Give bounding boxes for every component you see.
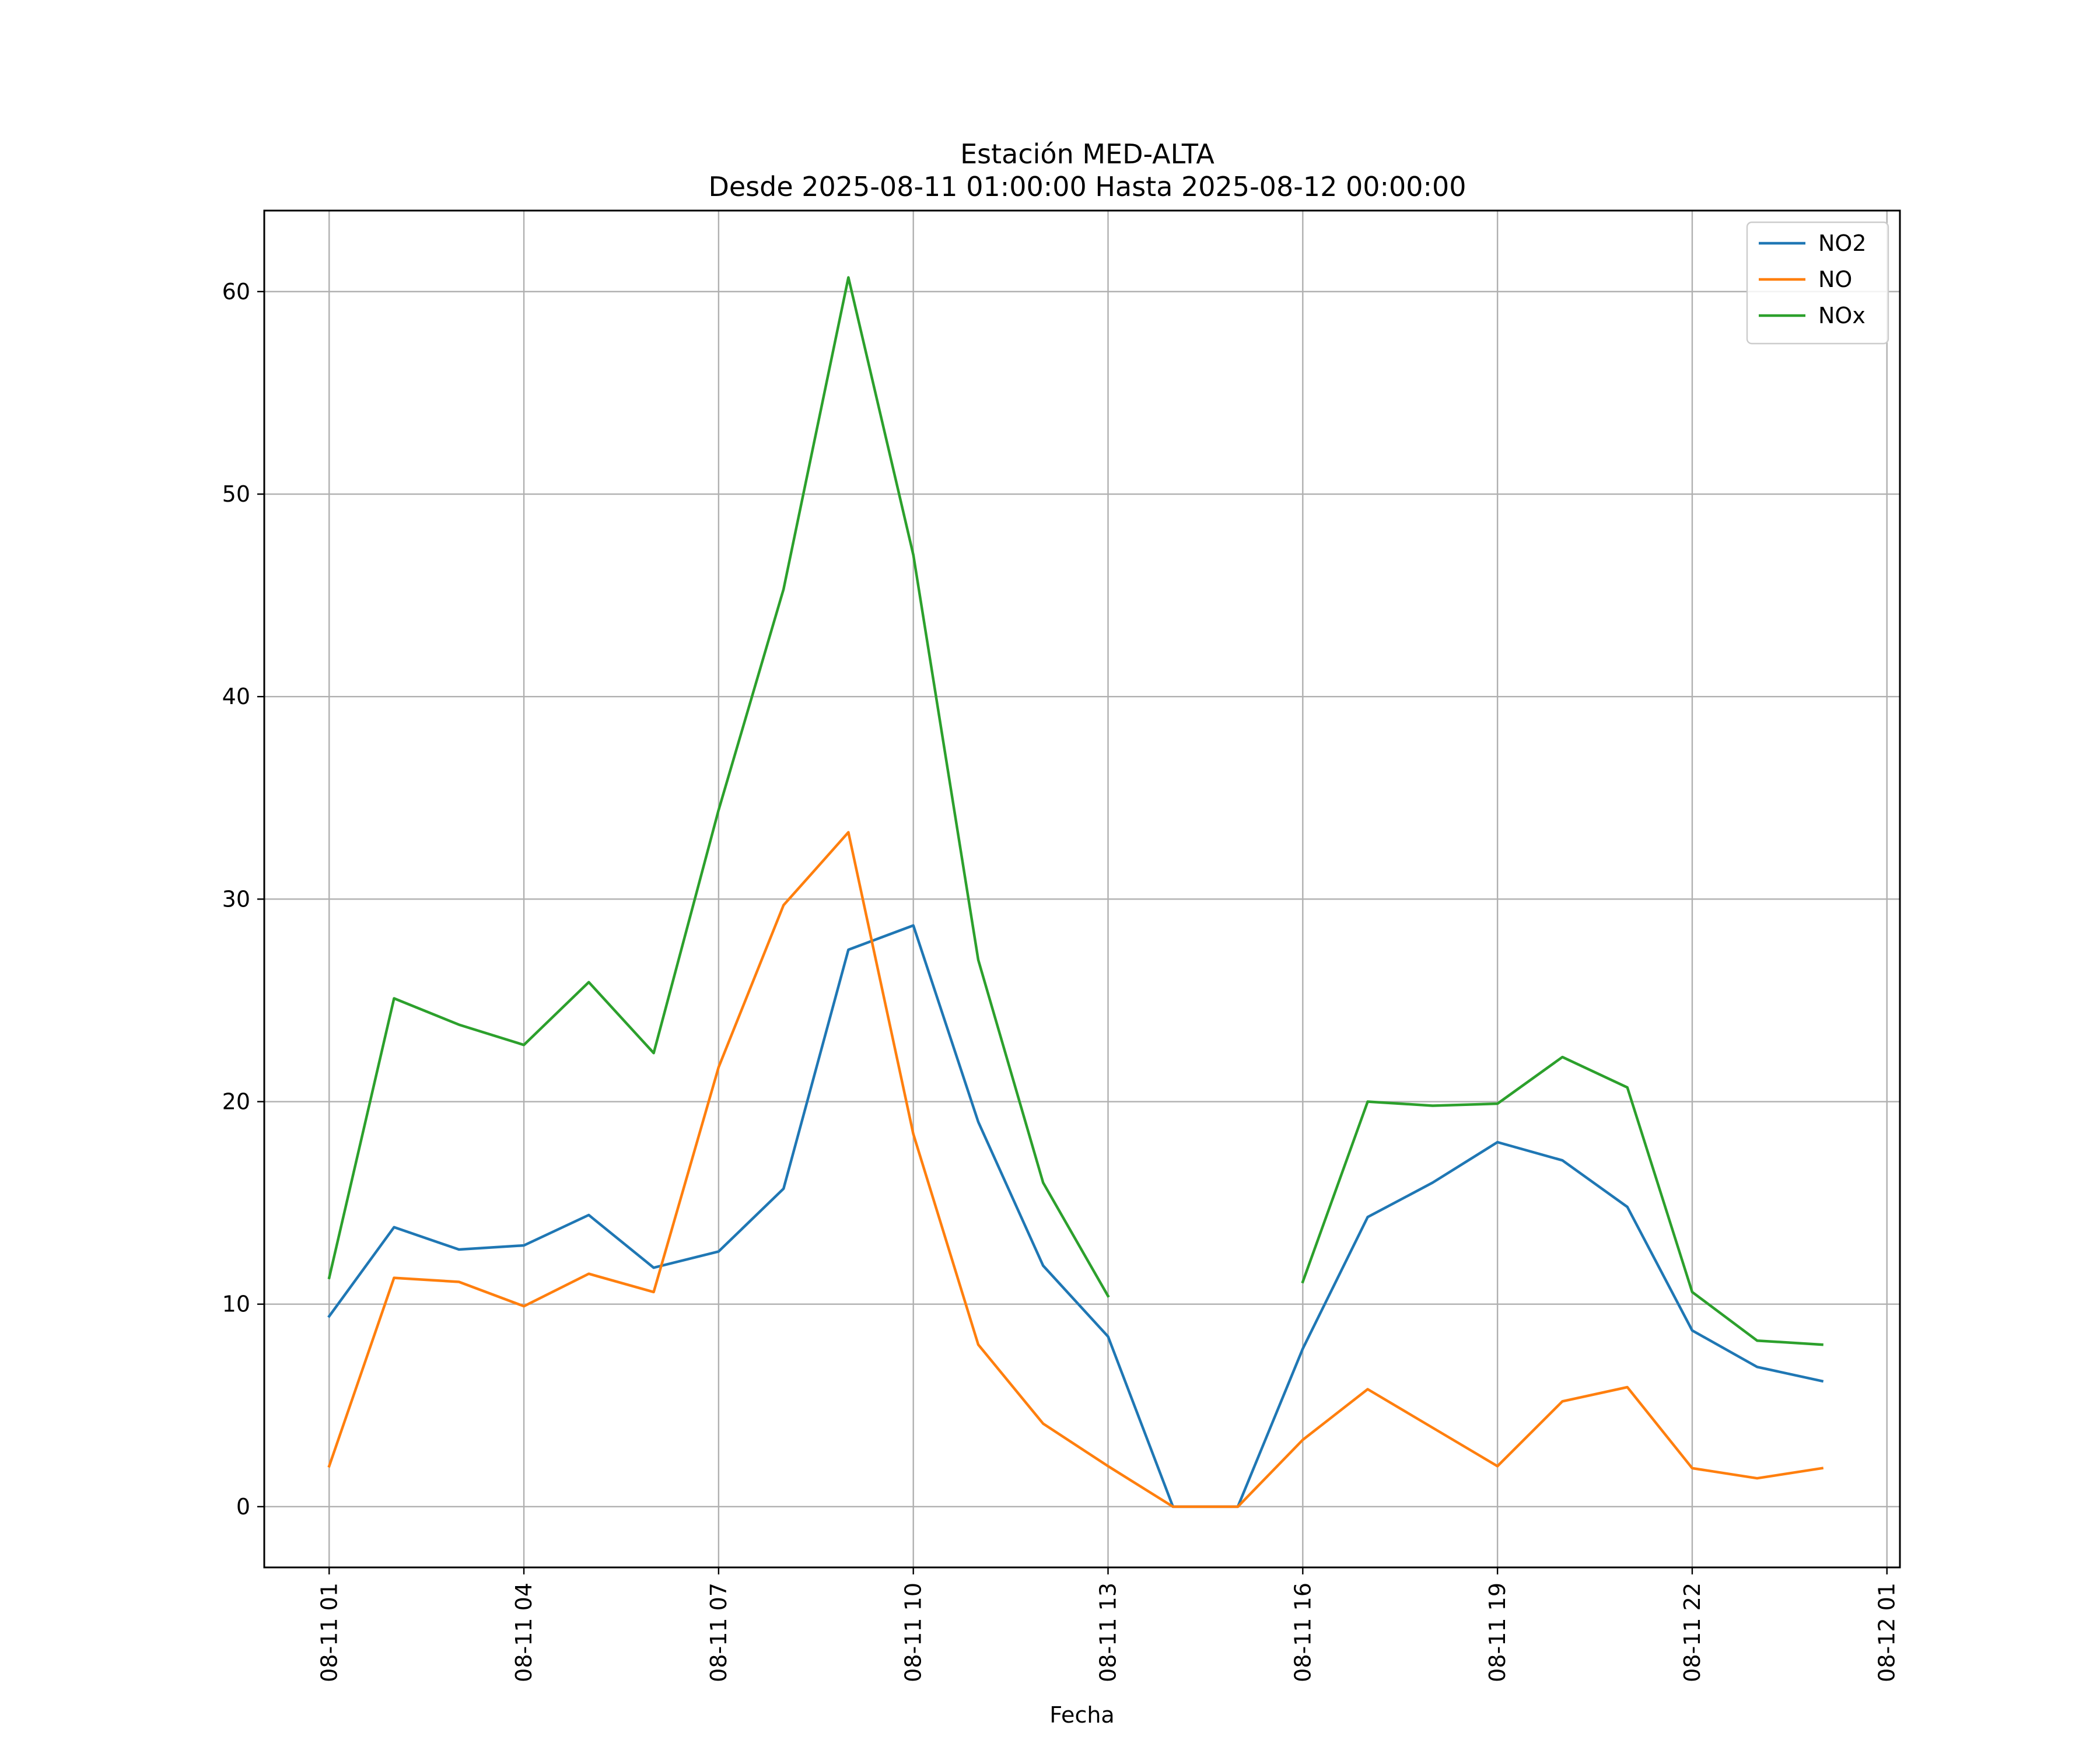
legend-box [1746,221,1889,345]
x-tick-label: 08-11 01 [316,1583,342,1682]
y-tick-label: 0 [236,1494,250,1520]
chart-title: Estación MED-ALTA [960,138,1214,170]
x-tick-label: 08-11 16 [1290,1583,1315,1682]
y-tick-label: 10 [222,1292,250,1317]
legend-label: NOx [1818,303,1866,328]
plot-frame [263,209,1901,1569]
y-tick-label: 40 [222,684,250,709]
x-tick-label: 08-11 04 [511,1583,537,1682]
x-axis-ticks: 08-11 01 08-11 04 08-11 07 08-11 10 08-11 13… [316,1567,1900,1682]
series-lines [327,276,1824,1508]
y-tick-label: 60 [222,279,250,304]
legend-label: NO [1818,267,1852,292]
x-tick-label: 08-12 01 [1874,1583,1900,1682]
series-line-no2 [327,924,1824,1508]
x-tick-label: 08-11 10 [901,1583,926,1682]
x-tick-label: 08-11 07 [706,1583,732,1682]
legend-label: NO2 [1818,230,1867,256]
x-tick-label: 08-11 19 [1485,1583,1510,1682]
x-tick-label: 08-11 13 [1096,1583,1121,1682]
x-tick-label: 08-11 22 [1679,1583,1705,1682]
y-tick-label: 50 [222,481,250,507]
y-axis-ticks: 0 10 20 30 40 50 60 [222,279,264,1520]
y-tick-label: 20 [222,1089,250,1115]
legend: NO2 NO NOx [1746,221,1889,345]
series-line-no [327,831,1824,1508]
x-axis-label: Fecha [1049,1702,1114,1728]
grid [264,211,1900,1567]
y-tick-label: 30 [222,886,250,912]
chart-subtitle: Desde 2025-08-11 01:00:00 Hasta 2025-08-… [708,171,1466,202]
series-line-nox [327,276,1824,1346]
